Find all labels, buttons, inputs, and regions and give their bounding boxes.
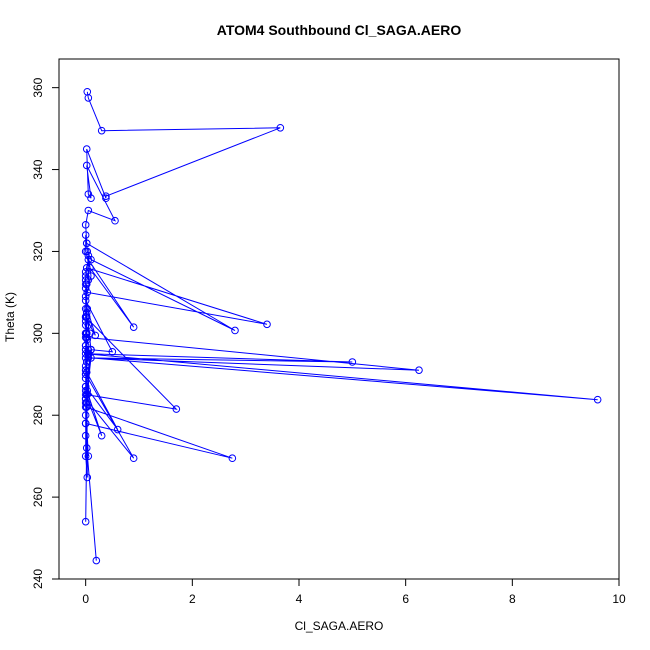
data-point [81,304,90,313]
x-axis-label: Cl_SAGA.AERO [295,619,384,633]
data-point [81,276,90,284]
data-point [593,395,602,404]
data-point [81,284,90,293]
data-point [81,341,90,350]
data-point [415,366,423,374]
data-point [84,255,93,264]
data-point [81,374,90,383]
data-point [81,296,90,305]
data-point [276,123,285,132]
data-point [129,323,138,331]
y-tick-label: 340 [31,159,45,179]
data-point [81,231,90,239]
y-tick-label: 280 [31,405,45,425]
data-point [81,280,90,288]
data-point [81,354,90,362]
y-axis-label: Theta (K) [3,292,17,342]
data-point [83,473,92,482]
data-point [81,321,90,329]
data-point [81,395,90,403]
data-point [81,221,90,229]
data-point [81,370,90,379]
data-point [82,161,91,170]
data-point [84,94,93,102]
data-point [81,247,90,256]
data-point [228,454,237,463]
data-point [108,347,117,356]
data-point [84,206,93,215]
data-point [84,354,93,362]
data-point [84,321,93,329]
data-point [83,390,92,399]
data-point [81,313,90,321]
data-point [81,431,90,440]
data-point [87,272,95,280]
data-point [81,268,90,276]
data-point [87,255,95,264]
data-point [82,239,91,248]
y-tick-label: 260 [31,487,45,507]
x-tick-label: 4 [296,592,303,606]
x-tick-label: 10 [612,592,626,606]
data-point [91,331,100,340]
y-tick-label: 300 [31,323,45,343]
data-point [81,366,90,374]
data-point [81,317,90,325]
data-point [231,326,239,335]
data-point [82,329,91,338]
data-point [81,386,90,395]
data-point [82,444,91,452]
x-tick-label: 0 [82,592,89,606]
data-point [82,145,91,153]
data-point [81,272,90,280]
data-point [82,264,91,272]
data-point [87,345,95,354]
data-point [84,190,93,198]
data-point [263,320,271,329]
data-point [172,405,181,413]
data-point [113,425,122,434]
data-point [97,431,106,440]
y-tick-label: 360 [31,77,45,97]
data-point [81,382,90,391]
data-point [82,333,91,342]
data-point [84,452,93,460]
data-point [81,517,90,526]
data-point [83,288,92,297]
data-point [87,194,95,203]
data-point [92,556,101,565]
data-point [102,192,110,200]
y-tick-label: 240 [31,569,45,589]
data-point [129,454,138,463]
data-layer [81,87,602,565]
data-point [87,354,95,362]
data-point [84,276,93,284]
data-point [81,399,90,407]
x-tick-label: 6 [402,592,409,606]
data-point [111,216,119,225]
data-point [81,403,90,411]
x-axis: 0 2 4 6 8 10 [82,578,626,606]
data-point [81,350,90,358]
data-point [102,194,110,203]
data-point [82,309,91,317]
y-tick-label: 320 [31,241,45,261]
data-point [348,358,357,366]
x-tick-label: 2 [189,592,196,606]
data-point [97,126,106,135]
data-point [84,345,93,354]
chart-title: ATOM4 Southbound Cl_SAGA.AERO [217,22,462,38]
data-point [81,419,90,428]
data-point [81,411,90,420]
data-point [86,264,94,272]
data-point [84,251,93,260]
x-tick-label: 8 [509,592,516,606]
data-point [81,292,90,301]
data-point [81,452,90,460]
y-axis: 240 260 280 300 320 340 360 [31,77,60,589]
data-point [82,358,91,366]
